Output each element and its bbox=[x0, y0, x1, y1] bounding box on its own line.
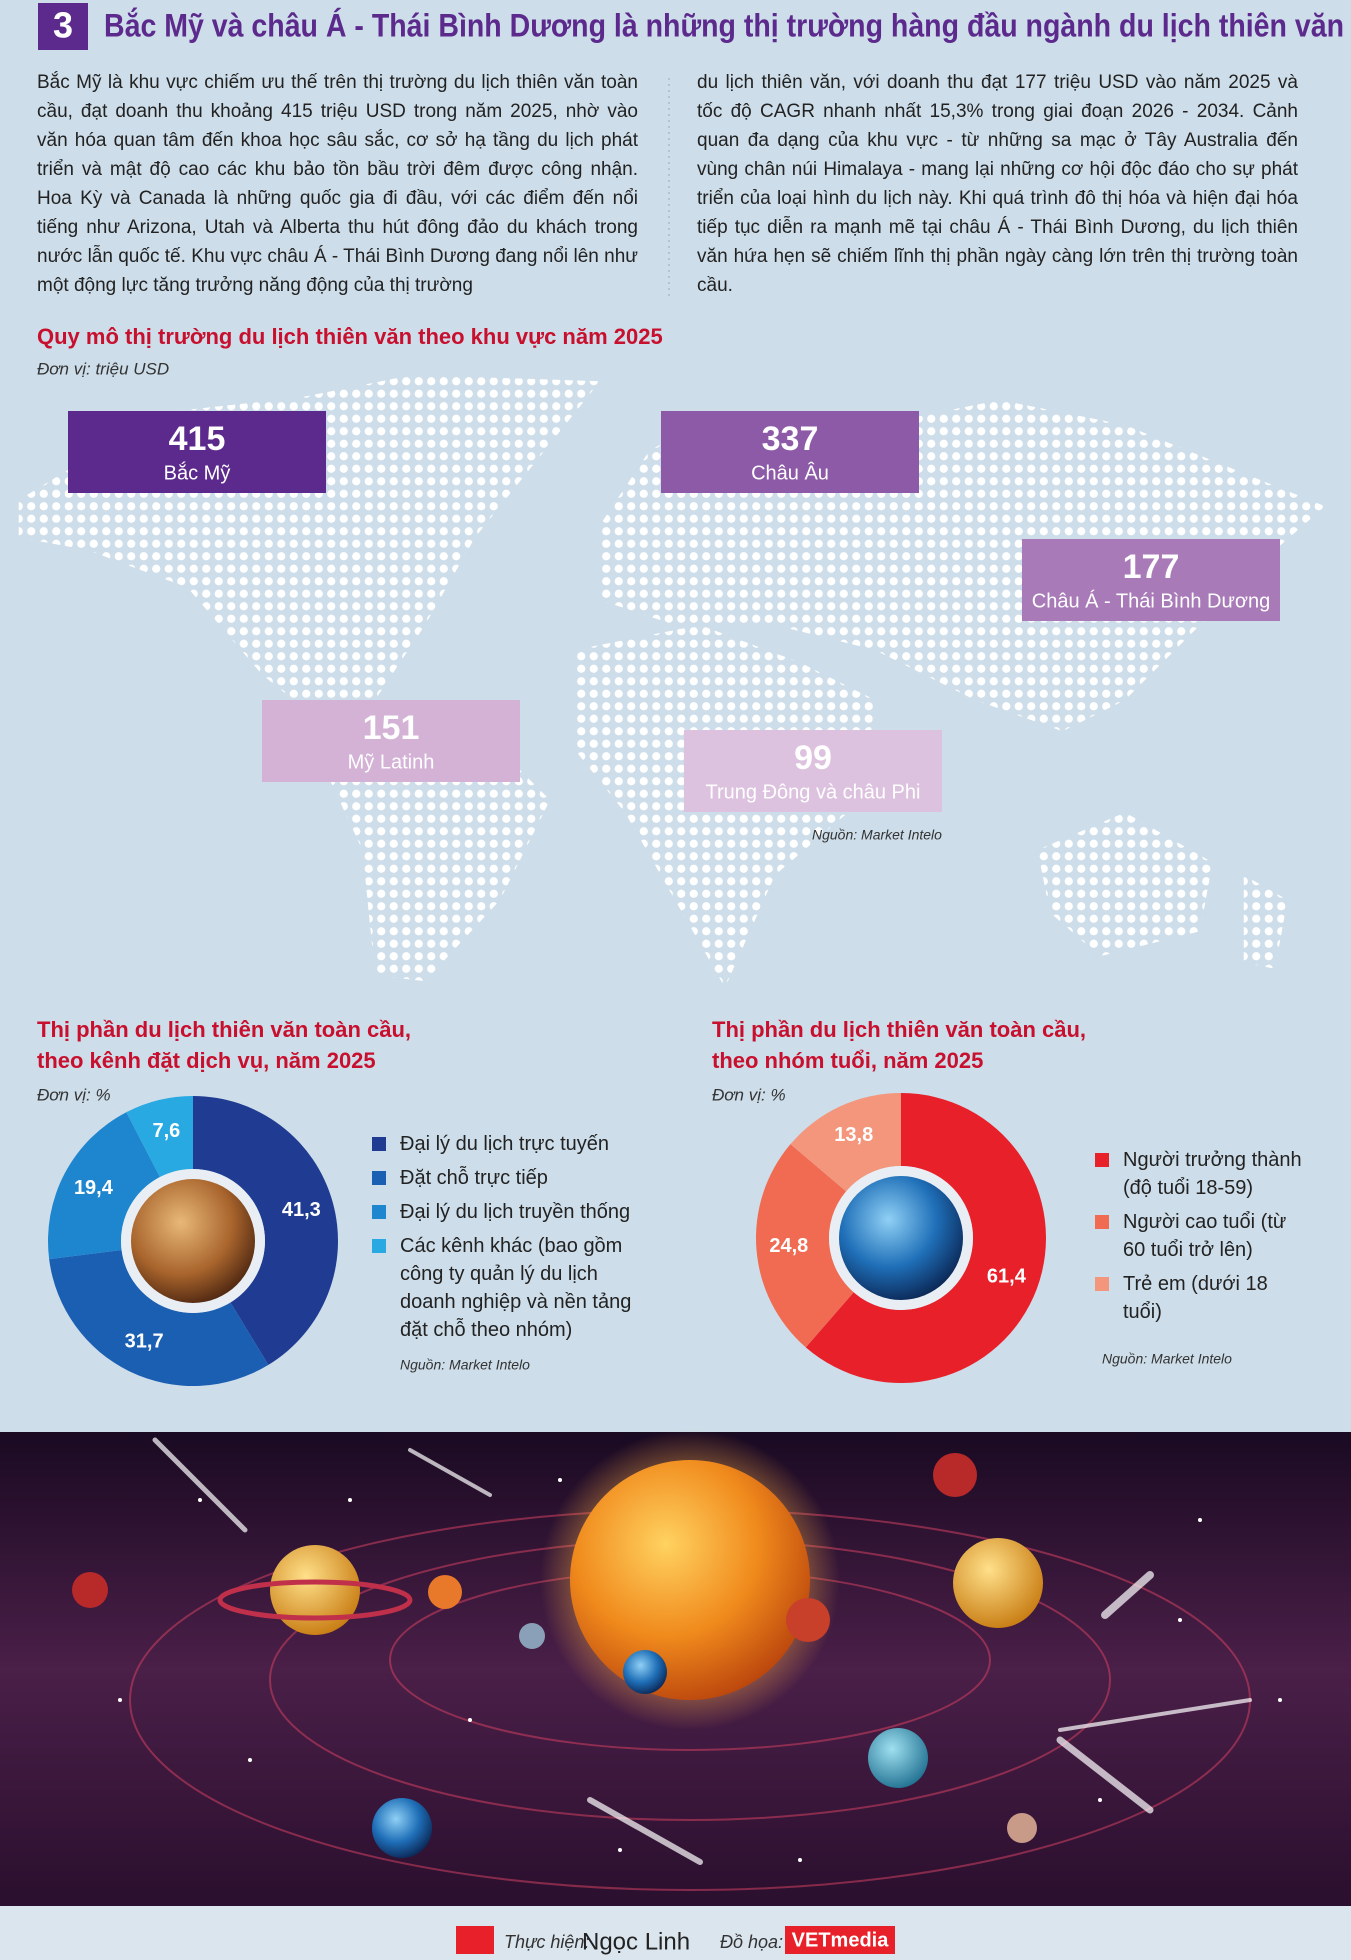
region-name: Châu Âu bbox=[751, 461, 829, 484]
region-name: Trung Đông và châu Phi bbox=[706, 781, 921, 803]
slice-label: 19,4 bbox=[74, 1177, 114, 1199]
donut-slice bbox=[47, 1112, 160, 1260]
region-name: Bắc Mỹ bbox=[164, 461, 231, 484]
legend: Đại lý du lịch trực tuyến Đặt chỗ trực ti… bbox=[372, 1130, 634, 1350]
donut-slice bbox=[805, 1093, 1046, 1383]
space-illustration bbox=[0, 1430, 1351, 1906]
region-name: Châu Á - Thái Bình Dương bbox=[1032, 589, 1270, 612]
region-box bbox=[262, 700, 520, 782]
legend-swatch bbox=[372, 1205, 386, 1219]
region-value: 177 bbox=[1123, 548, 1180, 586]
chart-source: Nguồn: Market Intelo bbox=[1102, 1351, 1232, 1367]
chart-title: theo nhóm tuổi, năm 2025 bbox=[712, 1048, 983, 1073]
donut-center-planet bbox=[839, 1176, 963, 1300]
section-number: 3 bbox=[53, 5, 73, 46]
slice-label: 13,8 bbox=[834, 1124, 873, 1146]
region-box bbox=[1022, 539, 1280, 621]
legend-swatch bbox=[372, 1171, 386, 1185]
legend-label: Trẻ em (dưới 18 tuổi) bbox=[1123, 1273, 1268, 1323]
legend-item: Trẻ em (dưới 18 tuổi) bbox=[1095, 1270, 1305, 1326]
slice-label: 61,4 bbox=[987, 1266, 1027, 1288]
legend: Người trưởng thành (độ tuổi 18-59) Người … bbox=[1095, 1146, 1305, 1332]
legend-swatch bbox=[372, 1239, 386, 1253]
region-value: 151 bbox=[363, 709, 420, 747]
legend-swatch bbox=[372, 1137, 386, 1151]
legend-item: Đại lý du lịch truyền thống bbox=[372, 1198, 634, 1226]
legend-label: Người trưởng thành (độ tuổi 18-59) bbox=[1123, 1149, 1302, 1199]
legend-item: Đặt chỗ trực tiếp bbox=[372, 1164, 634, 1192]
region-box bbox=[684, 730, 942, 812]
donut-slice bbox=[790, 1093, 901, 1192]
chart-title: Quy mô thị trường du lịch thiên văn theo… bbox=[37, 324, 663, 349]
legend-label: Đặt chỗ trực tiếp bbox=[400, 1167, 548, 1189]
author-icon bbox=[456, 1926, 494, 1954]
region-name: Mỹ Latinh bbox=[348, 751, 435, 773]
graphics-label: Đồ họa: bbox=[720, 1932, 783, 1952]
chart-title: Thị phần du lịch thiên văn toàn cầu, bbox=[37, 1017, 411, 1042]
slice-label: 7,6 bbox=[152, 1120, 180, 1142]
slice-label: 31,7 bbox=[125, 1331, 164, 1353]
donut-slice bbox=[49, 1250, 269, 1386]
author-name: Ngọc Linh bbox=[582, 1928, 690, 1955]
region-value: 337 bbox=[762, 420, 819, 458]
legend-item: Người cao tuổi (từ 60 tuổi trở lên) bbox=[1095, 1208, 1305, 1264]
chart-unit: Đơn vị: % bbox=[712, 1085, 786, 1104]
chart-source: Nguồn: Market Intelo bbox=[812, 827, 942, 843]
graphics-logo-box bbox=[785, 1926, 895, 1954]
region-value: 99 bbox=[794, 739, 832, 777]
chart-unit: Đơn vị: triệu USD bbox=[37, 359, 169, 378]
legend-label: Đại lý du lịch trực tuyến bbox=[400, 1133, 610, 1155]
intro-column: Bắc Mỹ là khu vực chiếm ưu thế trên thị … bbox=[37, 72, 638, 296]
section-number-box bbox=[38, 3, 88, 50]
legend-label: Người cao tuổi (từ 60 tuổi trở lên) bbox=[1123, 1211, 1287, 1261]
region-box bbox=[68, 411, 326, 493]
donut-slice bbox=[756, 1144, 854, 1348]
donut-slice bbox=[126, 1096, 193, 1178]
legend-item: Đại lý du lịch trực tuyến bbox=[372, 1130, 634, 1158]
donut-center-planet bbox=[131, 1179, 255, 1303]
legend-swatch bbox=[1095, 1277, 1109, 1291]
slice-label: 24,8 bbox=[769, 1235, 808, 1257]
chart-unit: Đơn vị: % bbox=[37, 1085, 111, 1104]
page-title: Bắc Mỹ và châu Á - Thái Bình Dương là nh… bbox=[104, 7, 1344, 43]
footer-band bbox=[0, 1906, 1351, 1960]
author-label: Thực hiện: bbox=[504, 1932, 589, 1952]
region-value: 415 bbox=[169, 420, 226, 458]
chart-title: Thị phần du lịch thiên văn toàn cầu, bbox=[712, 1017, 1086, 1042]
legend-swatch bbox=[1095, 1215, 1109, 1229]
legend-swatch bbox=[1095, 1153, 1109, 1167]
region-box bbox=[661, 411, 919, 493]
chart-title: theo kênh đặt dịch vụ, năm 2025 bbox=[37, 1048, 376, 1073]
legend-label: Đại lý du lịch truyền thống bbox=[400, 1201, 631, 1223]
legend-item: Các kênh khác (bao gồm công ty quản lý d… bbox=[372, 1232, 634, 1344]
slice-label: 41,3 bbox=[282, 1199, 321, 1221]
legend-item: Người trưởng thành (độ tuổi 18-59) bbox=[1095, 1146, 1305, 1202]
graphics-logo: VETmedia bbox=[792, 1929, 890, 1951]
chart-source: Nguồn: Market Intelo bbox=[400, 1357, 530, 1373]
donut-slice bbox=[193, 1096, 339, 1365]
intro-column: du lịch thiên văn, với doanh thu đạt 177… bbox=[697, 72, 1298, 296]
legend-label: Các kênh khác (bao gồm công ty quản lý d… bbox=[400, 1235, 632, 1341]
